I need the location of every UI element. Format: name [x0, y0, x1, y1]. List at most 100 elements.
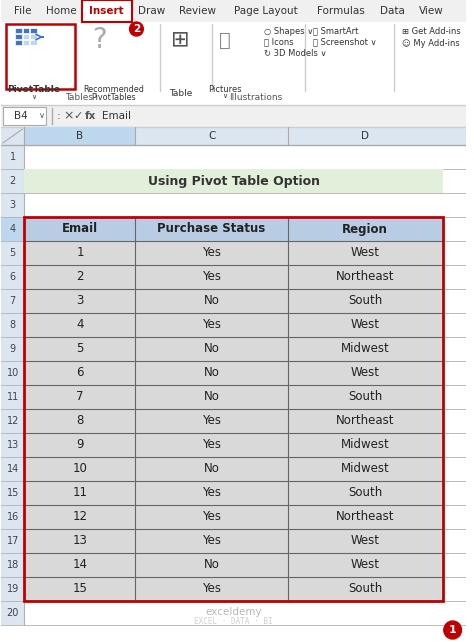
Text: No: No	[204, 295, 219, 308]
Text: ○ Shapes ∨: ○ Shapes ∨	[264, 26, 313, 35]
Bar	[25, 217, 443, 241]
Bar	[1, 105, 466, 127]
Text: ∨: ∨	[31, 94, 36, 100]
Text: Draw: Draw	[138, 6, 165, 16]
Text: Recommended: Recommended	[83, 85, 144, 94]
Bar	[25, 433, 443, 457]
Text: No: No	[204, 367, 219, 379]
Bar	[25, 241, 443, 265]
Text: Table: Table	[169, 89, 192, 98]
Text: West: West	[351, 559, 380, 571]
Text: 2: 2	[9, 176, 16, 186]
Text: 1: 1	[449, 625, 456, 635]
Text: 4: 4	[9, 224, 16, 234]
Bar	[23, 34, 29, 39]
Text: West: West	[351, 318, 380, 331]
Text: D: D	[361, 131, 369, 141]
Text: 18: 18	[7, 560, 19, 570]
Text: 14: 14	[7, 464, 19, 474]
Bar	[23, 28, 29, 33]
Bar	[30, 34, 37, 39]
Text: Formulas: Formulas	[317, 6, 365, 16]
Text: Page Layout: Page Layout	[234, 6, 298, 16]
Bar	[3, 107, 46, 125]
Text: Northeast: Northeast	[336, 510, 394, 523]
Text: Insert: Insert	[90, 6, 124, 16]
Bar	[1, 265, 25, 289]
Bar	[82, 0, 132, 22]
Text: :: :	[57, 111, 61, 121]
Text: Midwest: Midwest	[341, 342, 390, 356]
Text: South: South	[348, 582, 383, 596]
Text: ⊞: ⊞	[171, 30, 190, 50]
Text: 7: 7	[76, 390, 84, 404]
Bar	[25, 385, 443, 409]
Text: West: West	[351, 247, 380, 259]
Bar	[25, 361, 443, 385]
Text: PivotTables: PivotTables	[91, 92, 136, 101]
Text: 13: 13	[73, 535, 87, 548]
Text: Yes: Yes	[202, 438, 221, 451]
Text: PivotTable: PivotTable	[7, 85, 60, 94]
Bar	[25, 409, 443, 433]
Text: Purchase Status: Purchase Status	[157, 223, 266, 236]
Bar	[1, 553, 25, 577]
Bar	[1, 385, 25, 409]
Bar	[25, 289, 443, 313]
Bar	[1, 313, 25, 337]
Text: fx: fx	[84, 111, 96, 121]
Text: ×: ×	[64, 110, 74, 123]
Bar	[1, 361, 25, 385]
Bar	[30, 28, 37, 33]
Bar	[1, 481, 25, 505]
Text: 3: 3	[9, 200, 16, 210]
Bar	[25, 337, 443, 361]
Bar	[25, 265, 443, 289]
Bar	[25, 481, 443, 505]
Bar	[6, 24, 74, 89]
Text: South: South	[348, 487, 383, 499]
Circle shape	[129, 22, 143, 36]
Text: 3: 3	[76, 295, 84, 308]
Text: 17: 17	[7, 536, 19, 546]
Text: 11: 11	[7, 392, 19, 402]
Text: Review: Review	[179, 6, 216, 16]
Text: Using Pivot Table Option: Using Pivot Table Option	[148, 175, 319, 187]
Bar	[15, 28, 21, 33]
Text: 10: 10	[73, 462, 87, 476]
Text: West: West	[351, 367, 380, 379]
Text: 19: 19	[7, 584, 19, 594]
Text: Home: Home	[46, 6, 77, 16]
Text: 1: 1	[9, 152, 16, 162]
Bar	[1, 529, 25, 553]
Text: Region: Region	[342, 223, 388, 236]
Bar	[25, 127, 136, 145]
Text: 14: 14	[73, 559, 88, 571]
Text: 20: 20	[7, 608, 19, 618]
Bar	[25, 505, 443, 529]
Text: 7: 7	[9, 296, 16, 306]
Text: Pictures: Pictures	[208, 85, 242, 94]
Text: Northeast: Northeast	[336, 270, 394, 284]
Text: 9: 9	[9, 344, 16, 354]
Bar	[1, 241, 25, 265]
Bar	[1, 193, 25, 217]
Text: 13: 13	[7, 440, 19, 450]
Text: ✓: ✓	[74, 111, 83, 121]
Text: ☺ My Add-ins: ☺ My Add-ins	[401, 40, 459, 49]
Bar	[1, 505, 25, 529]
Bar	[1, 0, 466, 22]
Text: File: File	[14, 6, 32, 16]
Text: ⊞ Get Add-ins: ⊞ Get Add-ins	[401, 26, 460, 35]
Text: 5: 5	[9, 248, 16, 258]
Text: West: West	[351, 535, 380, 548]
Bar	[15, 34, 21, 39]
Text: Midwest: Midwest	[341, 438, 390, 451]
Bar	[1, 577, 25, 601]
Bar	[1, 127, 466, 145]
Text: 16: 16	[7, 512, 19, 522]
Text: No: No	[204, 342, 219, 356]
Text: ∨: ∨	[39, 112, 45, 121]
Text: No: No	[204, 390, 219, 404]
Text: South: South	[348, 390, 383, 404]
